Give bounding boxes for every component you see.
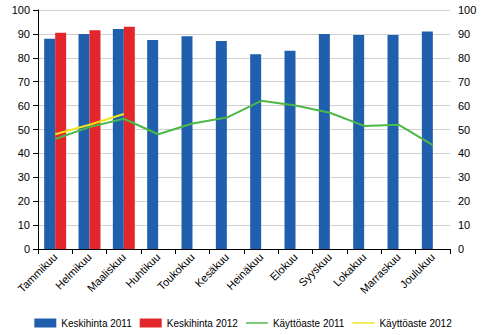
- svg-text:60: 60: [18, 100, 30, 112]
- svg-text:20: 20: [18, 195, 30, 207]
- svg-text:90: 90: [18, 28, 30, 40]
- svg-text:10: 10: [18, 219, 30, 231]
- svg-text:Toukokuu: Toukokuu: [155, 251, 197, 293]
- svg-text:50: 50: [18, 124, 30, 136]
- svg-text:0: 0: [24, 243, 30, 255]
- svg-text:Heinäkuu: Heinäkuu: [224, 251, 265, 292]
- svg-text:20: 20: [458, 195, 470, 207]
- svg-text:30: 30: [458, 171, 470, 183]
- svg-text:0: 0: [458, 243, 464, 255]
- svg-text:40: 40: [18, 147, 30, 159]
- svg-text:70: 70: [18, 76, 30, 88]
- svg-text:30: 30: [18, 171, 30, 183]
- svg-text:Marraskuu: Marraskuu: [358, 251, 403, 296]
- svg-text:Helmikuu: Helmikuu: [52, 250, 94, 292]
- svg-text:Kesäkuu: Kesäkuu: [192, 250, 232, 290]
- svg-text:Käyttöaste 2012: Käyttöaste 2012: [379, 318, 452, 329]
- svg-text:80: 80: [458, 52, 470, 64]
- svg-text:Syyskuu: Syyskuu: [296, 251, 334, 289]
- svg-text:Tammikuu: Tammikuu: [16, 251, 60, 295]
- svg-text:Joulukuu: Joulukuu: [397, 251, 437, 291]
- svg-text:Keskihinta 2012: Keskihinta 2012: [167, 318, 239, 329]
- svg-text:40: 40: [458, 147, 470, 159]
- svg-text:60: 60: [458, 100, 470, 112]
- svg-text:70: 70: [458, 76, 470, 88]
- svg-text:50: 50: [458, 124, 470, 136]
- svg-text:Keskihinta 2011: Keskihinta 2011: [61, 318, 132, 329]
- svg-text:Käyttöaste 2011: Käyttöaste 2011: [273, 318, 345, 329]
- svg-text:100: 100: [12, 4, 30, 16]
- svg-text:10: 10: [458, 219, 470, 231]
- svg-text:Elokuu: Elokuu: [268, 251, 300, 283]
- svg-text:90: 90: [458, 28, 470, 40]
- svg-text:Lokakuu: Lokakuu: [330, 250, 369, 289]
- svg-text:100: 100: [458, 4, 476, 16]
- svg-text:80: 80: [18, 52, 30, 64]
- svg-text:Huhtikuu: Huhtikuu: [123, 250, 163, 290]
- svg-text:Maaliskuu: Maaliskuu: [85, 251, 128, 294]
